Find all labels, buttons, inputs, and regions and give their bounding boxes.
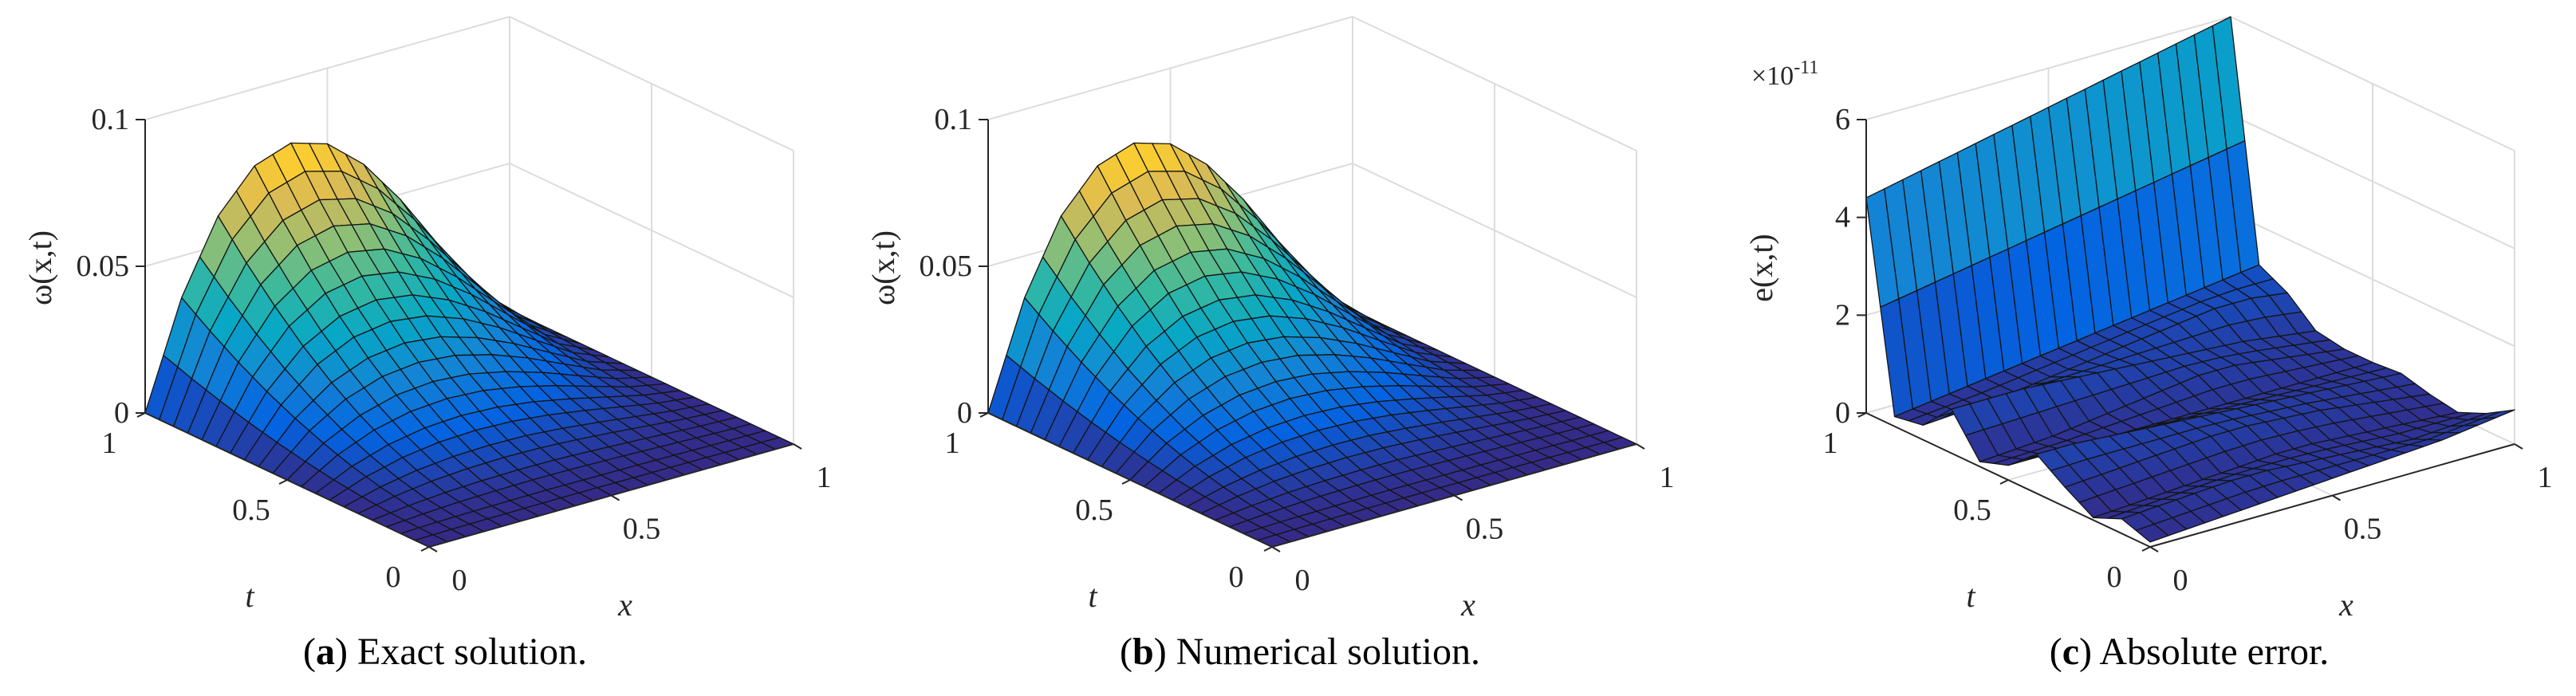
caption-c: c Absolute error. [2050, 630, 2330, 674]
t-tick [1263, 546, 1273, 552]
z-tick-label: 0 [957, 396, 972, 430]
x-tick-label: 0.5 [2344, 513, 2382, 546]
z-axis-label: e(x,t) [1743, 234, 1779, 302]
x-tick-label: 0 [2173, 564, 2188, 597]
x-tick [428, 546, 438, 552]
caption-label: b [1120, 631, 1167, 673]
t-tick-label: 0 [2107, 560, 2122, 594]
x-tick-label: 1 [1660, 461, 1675, 494]
caption-text: Numerical solution. [1176, 631, 1480, 673]
z-tick-label: 0 [1835, 396, 1850, 430]
t-tick-label: 0 [1229, 560, 1244, 594]
x-tick-label: 0 [452, 564, 467, 597]
t-tick [1999, 479, 2009, 485]
x-tick [2331, 494, 2342, 501]
z-tick-label: 0.05 [920, 250, 973, 283]
z-tick-label: 4 [1835, 201, 1850, 234]
x-tick-label: 1 [817, 461, 832, 494]
caption-a: a Exact solution. [303, 630, 587, 674]
t-tick-label: 1 [1823, 427, 1838, 460]
z-tick-label: 0.1 [92, 103, 130, 136]
surface [144, 142, 794, 548]
caption-text: Absolute error. [2099, 631, 2330, 673]
x-tick-label: 0.5 [1466, 513, 1504, 546]
z-tick-label: 2 [1835, 298, 1850, 332]
x-tick-label: 0.5 [623, 513, 661, 546]
x-axis-label: x [2338, 587, 2353, 623]
t-tick-label: 0.5 [232, 493, 270, 527]
surface [987, 142, 1637, 548]
surface-patch [2135, 523, 2169, 543]
t-axis-label: t [1966, 578, 1975, 614]
surface [1865, 16, 2515, 543]
multiplier-base: ×10 [1751, 61, 1794, 91]
x-axis-label: x [1460, 587, 1475, 623]
z-axis-label: ω(x,t) [22, 230, 58, 305]
x-tick [2514, 443, 2523, 450]
x-tick [1453, 494, 1463, 501]
x-tick [2149, 546, 2159, 552]
x-tick-label: 0 [1295, 564, 1310, 597]
t-tick [1857, 412, 1867, 418]
t-tick-label: 0 [386, 560, 401, 594]
t-tick-label: 1 [945, 427, 960, 460]
x-tick [610, 494, 620, 501]
z-tick-label: 0.1 [935, 103, 973, 136]
t-axis-label: t [1088, 578, 1097, 614]
x-tick-label: 1 [2538, 461, 2553, 494]
x-tick [793, 443, 802, 450]
t-tick [1121, 479, 1131, 485]
z-multiplier: ×10-11 [1751, 57, 1818, 91]
z-tick-label: 6 [1835, 103, 1850, 136]
t-tick [979, 412, 989, 418]
x-tick [1271, 546, 1281, 552]
t-tick-label: 1 [102, 427, 117, 460]
x-tick [1636, 443, 1645, 450]
caption-b: b Numerical solution. [1120, 630, 1480, 674]
z-axis-label: ω(x,t) [865, 230, 901, 305]
t-tick [2141, 546, 2151, 552]
multiplier-exponent: -11 [1794, 57, 1818, 78]
z-tick-label: 0 [114, 396, 129, 430]
t-tick-label: 0.5 [1953, 493, 1991, 527]
caption-text: Exact solution. [357, 631, 587, 673]
caption-label: c [2050, 631, 2092, 673]
caption-label: a [303, 631, 348, 673]
x-axis-label: x [617, 587, 632, 623]
t-axis-label: t [245, 578, 254, 614]
t-tick [278, 479, 288, 485]
t-tick [136, 412, 146, 418]
t-tick-label: 0.5 [1075, 493, 1113, 527]
t-tick [420, 546, 430, 552]
z-tick-label: 0.05 [77, 250, 130, 283]
